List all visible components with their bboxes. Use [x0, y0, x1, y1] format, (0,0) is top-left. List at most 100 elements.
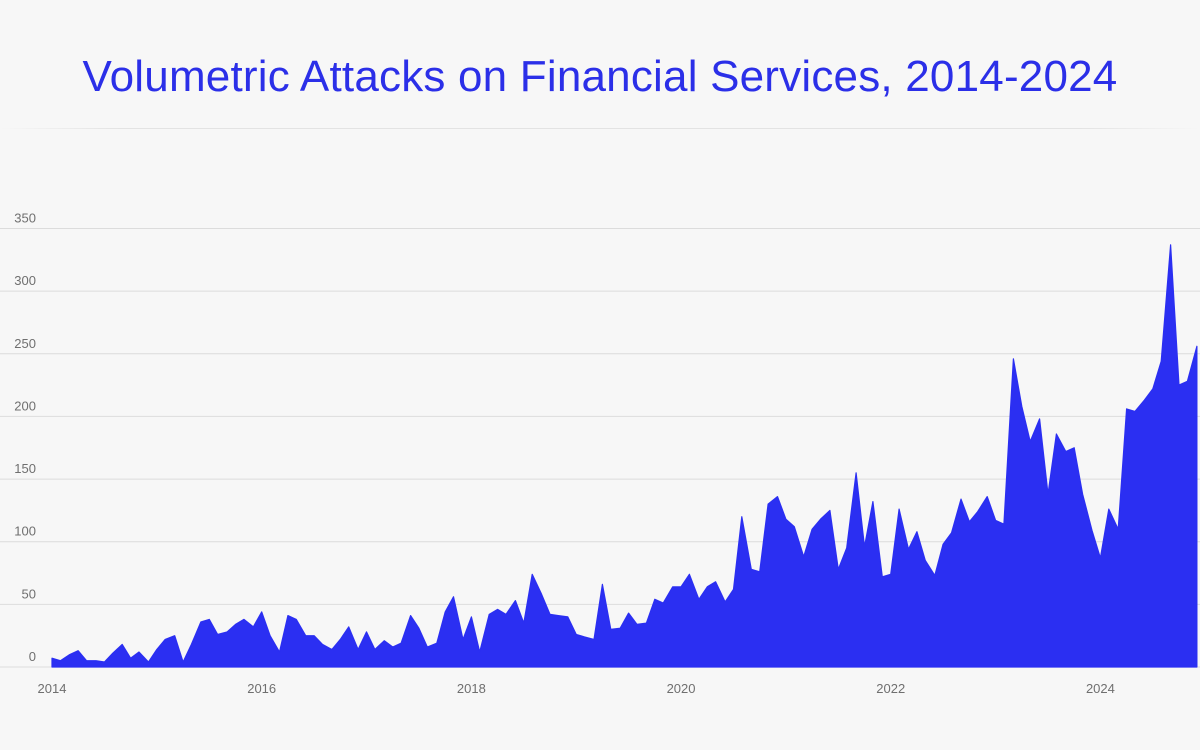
data-point: [1081, 492, 1085, 496]
data-point: [758, 570, 762, 574]
data-point: [181, 660, 185, 664]
y-tick-label: 50: [22, 586, 36, 601]
data-point: [189, 642, 193, 646]
y-tick-label: 0: [29, 649, 36, 664]
data-point: [496, 607, 500, 611]
data-point: [111, 651, 115, 655]
data-point: [347, 625, 351, 629]
data-point: [556, 614, 560, 618]
data-point: [1107, 507, 1111, 511]
data-point: [854, 471, 858, 475]
data-point: [907, 547, 911, 551]
data-point: [278, 650, 282, 654]
data-point: [435, 641, 439, 645]
data-point: [776, 495, 780, 499]
data-point: [1116, 527, 1120, 531]
data-point: [1020, 404, 1024, 408]
data-point: [1046, 492, 1050, 496]
data-point: [155, 648, 159, 652]
series-area: [51, 244, 1198, 668]
data-point: [1125, 407, 1129, 411]
data-point: [268, 634, 272, 638]
data-point: [600, 582, 604, 586]
x-tick-label: 2018: [457, 681, 486, 696]
chart-title: Volumetric Attacks on Financial Services…: [82, 52, 1118, 101]
data-point: [1072, 446, 1076, 450]
data-point: [469, 615, 473, 619]
data-point: [566, 615, 570, 619]
y-tick-label: 250: [14, 336, 36, 351]
data-point: [1195, 344, 1199, 348]
data-point: [365, 630, 369, 634]
data-point: [234, 622, 238, 626]
data-point: [478, 650, 482, 654]
data-point: [147, 660, 151, 664]
data-point: [1142, 398, 1146, 402]
data-point: [425, 645, 429, 649]
data-point: [58, 659, 62, 663]
data-point: [679, 585, 683, 589]
data-point: [76, 649, 80, 653]
data-point: [260, 610, 264, 614]
data-point: [461, 637, 465, 641]
data-point: [740, 515, 744, 519]
x-tick-label: 2016: [247, 681, 276, 696]
data-point: [880, 575, 884, 579]
data-point: [504, 612, 508, 616]
data-point: [941, 542, 945, 546]
data-point: [1011, 357, 1015, 361]
data-point: [723, 600, 727, 604]
data-point: [294, 617, 298, 621]
data-point: [1090, 528, 1094, 532]
data-point: [382, 639, 386, 643]
data-point: [871, 500, 875, 504]
data-point: [714, 580, 718, 584]
data-point: [653, 597, 657, 601]
data-point: [661, 601, 665, 605]
data-point: [312, 634, 316, 638]
data-point: [697, 597, 701, 601]
x-tick-label: 2024: [1086, 681, 1115, 696]
data-point: [583, 635, 587, 639]
data-point: [391, 645, 395, 649]
data-point: [985, 495, 989, 499]
data-point: [68, 653, 72, 657]
data-point: [923, 559, 927, 563]
data-point: [1159, 359, 1163, 363]
data-point: [574, 632, 578, 636]
y-tick-label: 200: [14, 398, 36, 413]
data-point: [530, 572, 534, 576]
data-point: [173, 634, 177, 638]
data-point: [609, 627, 613, 631]
data-point: [540, 592, 544, 596]
data-point: [732, 587, 736, 591]
data-point: [627, 611, 631, 615]
data-point: [1038, 417, 1042, 421]
data-point: [443, 610, 447, 614]
x-tick-label: 2014: [38, 681, 67, 696]
data-point: [687, 572, 691, 576]
data-point: [513, 599, 517, 603]
data-point: [784, 517, 788, 521]
data-point: [705, 585, 709, 589]
data-point: [216, 632, 220, 636]
data-point: [373, 648, 377, 652]
data-point: [889, 572, 893, 576]
x-tick-label: 2020: [667, 681, 696, 696]
data-point: [1151, 387, 1155, 391]
y-tick-label: 100: [14, 524, 36, 539]
data-point: [338, 637, 342, 641]
data-point: [199, 620, 203, 624]
data-point: [225, 630, 229, 634]
data-point: [766, 502, 770, 506]
data-point: [994, 518, 998, 522]
data-point: [548, 612, 552, 616]
title-divider: [0, 128, 1200, 129]
data-point: [933, 574, 937, 578]
data-point: [1169, 243, 1173, 247]
data-point: [635, 622, 639, 626]
data-point: [1064, 450, 1068, 454]
data-point: [897, 507, 901, 511]
data-point: [1177, 383, 1181, 387]
